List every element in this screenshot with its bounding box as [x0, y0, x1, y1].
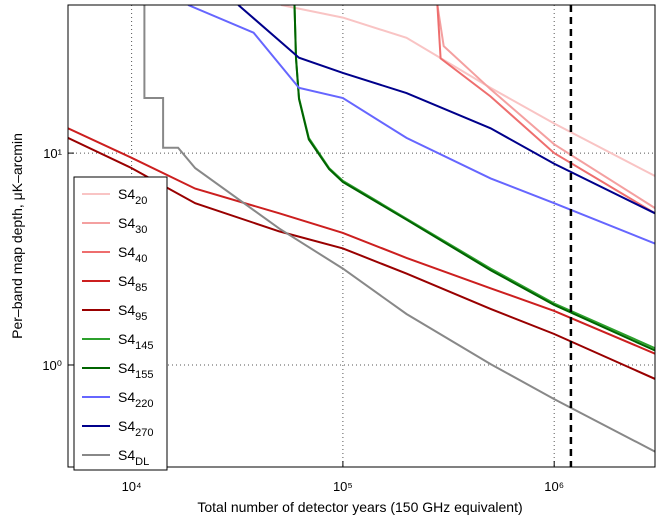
legend-label: S4270 — [118, 418, 153, 439]
legend-name: S4 — [118, 389, 135, 405]
data-line — [436, 5, 655, 209]
legend-label: S4DL — [118, 447, 149, 468]
legend-name: S4 — [118, 302, 135, 318]
legend-subscript: 155 — [135, 369, 153, 381]
legend-box — [73, 176, 168, 471]
legend-name: S4 — [118, 331, 135, 347]
data-line — [143, 5, 655, 453]
legend-subscript: 20 — [135, 195, 147, 207]
x-tick-label: 10⁴ — [122, 479, 142, 494]
legend-subscript: 40 — [135, 253, 147, 265]
legend-subscript: DL — [135, 456, 149, 468]
legend-name: S4 — [118, 215, 135, 231]
legend-name: S4 — [118, 273, 135, 289]
legend-name: S4 — [118, 244, 135, 260]
legend-name: S4 — [118, 186, 135, 202]
legend-subscript: 95 — [135, 311, 147, 323]
data-line — [436, 5, 655, 215]
data-line — [293, 5, 655, 350]
legend-subscript: 145 — [135, 340, 153, 352]
x-axis-label: Total number of detector years (150 GHz … — [197, 499, 522, 515]
legend-subscript: 220 — [135, 398, 153, 410]
plot-frame — [67, 4, 656, 468]
legend-label: S495 — [118, 302, 147, 323]
legend-label: S420 — [118, 186, 147, 207]
legend-subscript: 270 — [135, 427, 153, 439]
data-line — [293, 5, 655, 352]
y-axis-label: Per–band map depth, μK–arcmin — [9, 133, 25, 339]
legend-name: S4 — [118, 360, 135, 376]
legend-label: S4220 — [118, 389, 153, 410]
legend-subscript: 30 — [135, 224, 147, 236]
data-line — [68, 127, 655, 355]
x-tick-label: 10⁵ — [333, 479, 353, 494]
data-line — [280, 5, 655, 177]
legend-label: S485 — [118, 273, 147, 294]
legend-name: S4 — [118, 447, 135, 463]
data-line — [237, 5, 655, 215]
x-tick-label: 10⁶ — [544, 479, 564, 494]
legend-label: S440 — [118, 244, 147, 265]
y-tick-label: 10⁰ — [42, 358, 62, 373]
legend-label: S4155 — [118, 360, 153, 381]
y-tick-label: 10¹ — [43, 146, 62, 161]
legend-name: S4 — [118, 418, 135, 434]
data-line — [187, 5, 655, 245]
legend-subscript: 85 — [135, 282, 147, 294]
legend-label: S430 — [118, 215, 147, 236]
legend-label: S4145 — [118, 331, 153, 352]
